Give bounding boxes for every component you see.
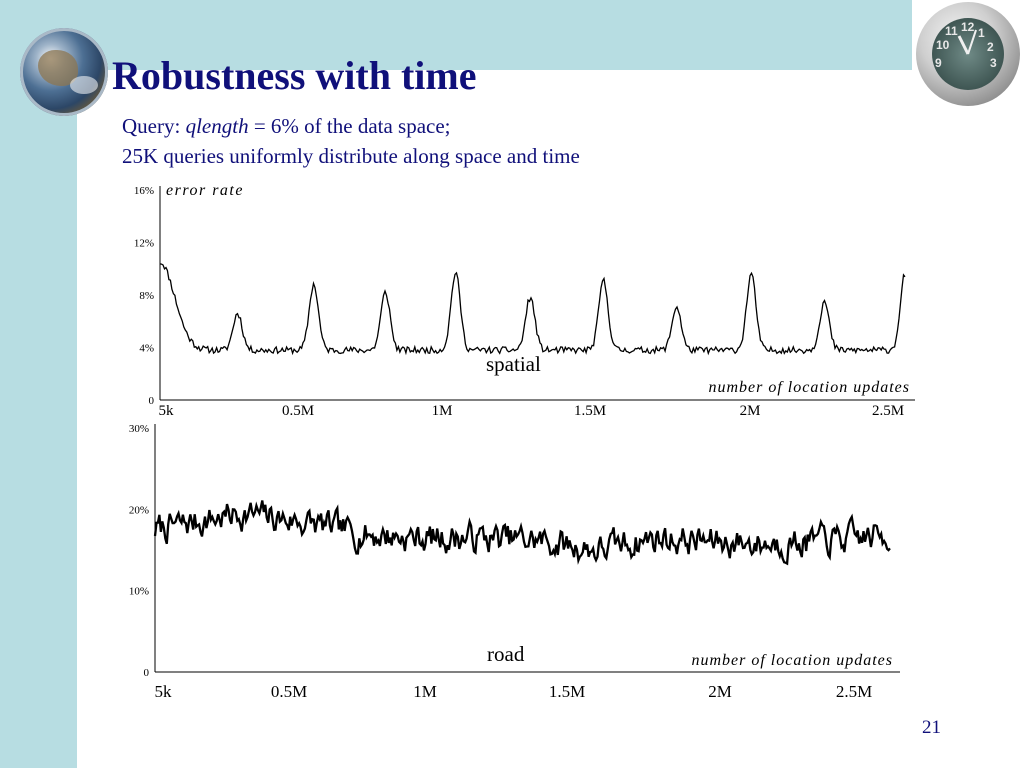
x-tick-label: 1.5M <box>574 403 606 419</box>
x-tick-label: 1.5M <box>549 682 585 701</box>
x-tick-label: 2M <box>740 403 761 419</box>
page-number: 21 <box>922 717 941 738</box>
series-label: spatial <box>486 352 541 376</box>
clock-number: 10 <box>936 38 950 52</box>
x-tick-labels: 5k 0.5M 1M 1.5M 2M 2.5M <box>155 682 873 701</box>
query-distribution-line: 25K queries uniformly distribute along s… <box>122 144 580 168</box>
x-tick-label: 2.5M <box>836 682 872 701</box>
clock-number: 11 <box>945 24 958 38</box>
x-tick-label: 5k <box>159 403 175 419</box>
y-tick-label: 12% <box>134 238 154 250</box>
y-tick-label: 10% <box>129 586 149 598</box>
y-tick-label: 0 <box>144 667 150 679</box>
x-tick-labels: 5k 0.5M 1M 1.5M 2M 2.5M <box>159 403 905 419</box>
globe-image <box>20 28 108 116</box>
x-tick-label: 1M <box>432 403 453 419</box>
y-tick-labels: 0 10% 20% 30% <box>129 423 150 679</box>
x-tick-label: 0.5M <box>282 403 314 419</box>
x-tick-label: 0.5M <box>271 682 307 701</box>
spatial-chart: error rate number of location updates sp… <box>134 182 915 419</box>
clock-number: 2 <box>987 40 994 54</box>
clock-number: 3 <box>990 56 997 70</box>
globe-cloud <box>70 76 98 94</box>
y-tick-label: 0 <box>149 395 155 407</box>
slide-title: Robustness with time <box>112 53 477 98</box>
error-rate-line <box>159 263 906 356</box>
query-line: Query: qlength = 6% of the data space; <box>122 113 451 139</box>
clock-bezel: 12 1 2 3 9 10 11 <box>916 2 1020 106</box>
y-tick-labels: 0 4% 8% 12% 16% <box>134 185 155 407</box>
y-tick-label: 8% <box>139 290 154 302</box>
error-rate-line <box>153 500 891 566</box>
query-variable: qlength <box>185 114 249 138</box>
series-label: road <box>487 642 525 666</box>
query-prefix: Query: <box>122 114 186 138</box>
left-decor-band <box>0 0 77 768</box>
y-tick-label: 4% <box>139 343 154 355</box>
road-chart: number of location updates road 0 10% 20% 3… <box>129 423 900 701</box>
y-tick-label: 16% <box>134 185 154 197</box>
clock-number: 12 <box>961 20 975 34</box>
x-axis-label: number of location updates <box>691 652 893 669</box>
clock-number: 9 <box>935 56 942 70</box>
x-tick-label: 2.5M <box>872 403 904 419</box>
top-decor-band <box>77 0 912 70</box>
x-axis-label: number of location updates <box>708 379 910 396</box>
clock-number: 1 <box>978 26 985 40</box>
clock-face: 12 1 2 3 9 10 11 <box>932 18 1004 90</box>
x-tick-label: 2M <box>708 682 732 701</box>
clock-image: 12 1 2 3 9 10 11 <box>912 0 1024 112</box>
minute-hand <box>967 29 977 55</box>
y-tick-label: 30% <box>129 423 149 435</box>
query-suffix: = 6% of the data space; <box>248 114 451 138</box>
hour-hand <box>957 35 970 55</box>
y-axis-label: error rate <box>166 182 244 199</box>
x-tick-label: 5k <box>155 682 173 701</box>
clock-hands <box>957 29 977 55</box>
y-tick-label: 20% <box>129 504 149 516</box>
x-tick-label: 1M <box>413 682 437 701</box>
